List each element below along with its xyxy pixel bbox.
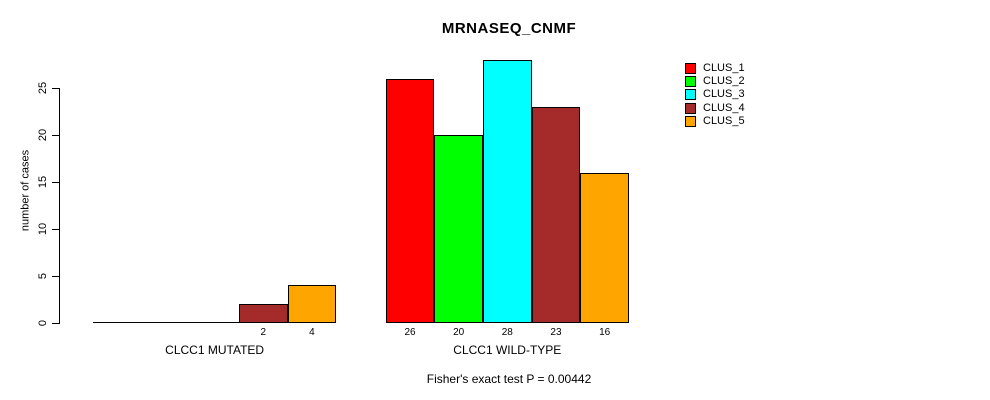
legend-label: CLUS_3 [703,88,745,101]
legend-swatch-clus_2 [685,76,696,88]
bar-clus_3-wildtype [483,59,532,323]
y-axis-tick [52,87,59,89]
bar-value-label: 23 [550,327,562,338]
y-axis-tick-label: 5 [37,272,49,280]
y-axis-tick [52,275,59,277]
legend-swatch-clus_4 [685,102,696,114]
y-axis-tick [52,228,59,230]
bar-clus_4-wildtype [531,106,581,323]
y-axis-line [59,88,60,324]
bar-value-label: 2 [260,327,267,338]
y-axis-tick-label: 10 [37,222,49,236]
bar-value-label: 26 [404,327,416,338]
y-axis-tick-label: 20 [37,128,49,142]
bar-value-label: 16 [599,327,611,338]
y-axis-tick-label: 15 [37,175,49,189]
bar-clus_4-mutated [238,304,288,323]
legend-label: CLUS_1 [703,62,745,74]
bar-value-label: 4 [309,327,315,338]
y-axis-title: number of cases [19,149,32,232]
y-axis-tick-label: 0 [37,319,49,327]
bar-clus_1-wildtype [385,78,435,323]
bar-clus_5-mutated [287,285,337,323]
legend-swatch-clus_3 [685,89,696,101]
legend-swatch-clus_5 [685,115,696,127]
x-axis-baseline [93,322,337,323]
footnote-pvalue: Fisher's exact test P = 0.00442 [426,372,592,386]
x-axis-group-label: CLCC1 MUTATED [165,343,265,357]
bar-value-label: 28 [501,327,513,338]
bar-value-label: 20 [453,327,465,338]
bar-clus_5-wildtype [580,172,629,323]
legend-swatch-clus_1 [685,63,696,74]
chart-title: MRNASEQ_CNMF [441,20,577,37]
y-axis-tick [52,181,59,183]
legend-label: CLUS_5 [703,114,745,127]
y-axis-tick [52,322,59,324]
y-axis-tick-label: 25 [37,81,49,95]
bar-clus_2-wildtype [434,135,483,323]
legend-label: CLUS_2 [703,75,745,88]
x-axis-group-label: CLCC1 WILD-TYPE [453,343,562,357]
legend-label: CLUS_4 [703,101,745,114]
y-axis-tick [52,134,59,136]
